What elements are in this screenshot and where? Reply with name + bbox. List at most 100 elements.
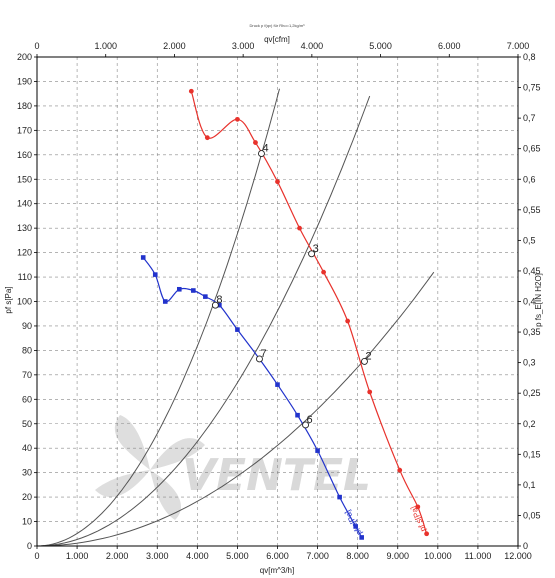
fan-logo-blade-3 bbox=[150, 470, 181, 520]
x-tick-label-11: 11.000 bbox=[464, 551, 491, 561]
y-tick-label-10: 100 bbox=[17, 297, 32, 307]
operating-point-labels: 2 3 4 6 7 8 bbox=[211, 143, 372, 429]
operating-point-marker-4 bbox=[256, 355, 263, 363]
y-tick-label-12: 120 bbox=[17, 248, 32, 258]
system-curve-3 bbox=[36, 271, 435, 547]
operating-point-label-2: 4 bbox=[262, 143, 268, 155]
operating-point-label-0: 2 bbox=[365, 350, 371, 362]
series-2-point-6 bbox=[217, 302, 222, 308]
operating-point-marker-2 bbox=[258, 150, 265, 158]
top-tick-label-1: 1.000 bbox=[94, 41, 117, 51]
series-2-point-3 bbox=[176, 286, 182, 292]
right-tick-label-4: 0,2 bbox=[523, 419, 536, 429]
y-tick-label-0: 0 bbox=[27, 541, 32, 551]
right-axis-label: p fs_E[IN H2O] bbox=[534, 273, 543, 327]
y-tick-label-17: 170 bbox=[17, 125, 32, 135]
top-axis-ticks: 0 1.000 2.000 3.000 4.000 5.000 6.000 7.000 bbox=[34, 41, 529, 57]
x-tick-label-6: 6.000 bbox=[266, 551, 289, 561]
y-tick-label-2: 20 bbox=[22, 492, 32, 502]
chart-header-note: Druck p f(qv) für Rho=1,2kg/m³ bbox=[249, 23, 305, 28]
series-2-point-13 bbox=[353, 524, 358, 529]
x-tick-label-5: 5.000 bbox=[226, 551, 249, 561]
series-1-point-11 bbox=[424, 531, 430, 537]
series-1-point-9 bbox=[397, 467, 403, 473]
y-tick-label-4: 40 bbox=[22, 443, 32, 453]
series-2-point-1 bbox=[152, 272, 158, 277]
operating-point-label-5: 8 bbox=[216, 294, 222, 306]
y-tick-label-9: 90 bbox=[22, 321, 32, 331]
x-axis-label: qv[m^3/h] bbox=[260, 566, 294, 575]
x-axis-ticks: 0 1.000 2.000 3.000 4.000 5.000 6.000 7.000 8.00… bbox=[34, 546, 532, 561]
system-curve-2 bbox=[36, 95, 371, 547]
series-2-point-9 bbox=[275, 382, 280, 387]
operating-point-label-4: 7 bbox=[260, 348, 266, 360]
right-axis-ticks: 0 0,05 0,1 0,15 0,2 0,25 0,3 0,35 0,4 0,45 0,5 0,55… bbox=[518, 52, 541, 551]
right-tick-label-12: 0,6 bbox=[523, 174, 536, 184]
system-curves bbox=[36, 88, 435, 547]
y-axis-label: pf s[Pa] bbox=[4, 286, 13, 313]
x-tick-label-12: 12.000 bbox=[504, 551, 532, 561]
operating-point-marker-3 bbox=[302, 421, 310, 429]
right-tick-label-5: 0,25 bbox=[523, 388, 541, 398]
operating-point-marker-5 bbox=[211, 301, 219, 309]
series-2-point-0 bbox=[140, 255, 146, 260]
right-tick-label-16: 0,8 bbox=[523, 52, 536, 62]
right-tick-label-8: 0,4 bbox=[523, 297, 536, 307]
top-tick-label-0: 0 bbox=[34, 41, 39, 51]
top-tick-label-4: 4.000 bbox=[301, 41, 324, 51]
y-tick-label-16: 160 bbox=[17, 150, 32, 160]
right-tick-label-0: 0 bbox=[523, 541, 528, 551]
system-curve-1 bbox=[36, 88, 280, 547]
series-2-point-2 bbox=[162, 299, 168, 304]
right-tick-label-13: 0,65 bbox=[523, 144, 541, 154]
fan-logo-blade-2 bbox=[150, 438, 205, 470]
operating-point-label-1: 3 bbox=[313, 243, 319, 255]
series-1-point-0 bbox=[188, 88, 194, 94]
y-tick-label-19: 190 bbox=[17, 76, 32, 86]
right-tick-label-7: 0,35 bbox=[523, 327, 541, 337]
series-2-point-10 bbox=[295, 412, 300, 418]
x-tick-label-4: 4.000 bbox=[186, 551, 209, 561]
x-tick-label-9: 9.000 bbox=[386, 551, 409, 561]
y-tick-label-18: 180 bbox=[17, 101, 32, 111]
x-tick-label-3: 3.000 bbox=[146, 551, 169, 561]
right-tick-label-9: 0,45 bbox=[523, 266, 541, 276]
ventel-watermark: VENTEL bbox=[95, 415, 371, 520]
series-2-point-4 bbox=[191, 288, 196, 293]
y-tick-label-7: 70 bbox=[22, 370, 32, 380]
y-tick-label-5: 50 bbox=[22, 419, 32, 429]
series-2-point-5 bbox=[203, 294, 208, 299]
series-1-point-2 bbox=[235, 116, 240, 122]
right-tick-label-1: 0,05 bbox=[523, 510, 541, 520]
y-axis-ticks: 0 10 20 30 40 50 60 70 80 90 100 110 120 130 140 150 160… bbox=[17, 52, 37, 551]
y-tick-label-20: 200 bbox=[17, 52, 32, 62]
right-tick-label-14: 0,7 bbox=[523, 113, 536, 123]
y-tick-label-1: 10 bbox=[22, 517, 32, 527]
y-tick-label-8: 80 bbox=[22, 345, 32, 355]
series-1-point-4 bbox=[275, 179, 280, 185]
x-tick-label-7: 7.000 bbox=[306, 551, 329, 561]
operating-point-label-3: 6 bbox=[307, 414, 313, 426]
series-1-point-5 bbox=[297, 225, 302, 231]
y-tick-label-3: 30 bbox=[22, 468, 32, 478]
right-tick-label-3: 0,15 bbox=[523, 449, 541, 459]
x-tick-label-1: 1.000 bbox=[66, 551, 89, 561]
x-tick-label-0: 0 bbox=[34, 551, 39, 561]
x-tick-label-2: 2.000 bbox=[106, 551, 129, 561]
y-tick-label-15: 150 bbox=[17, 174, 32, 184]
top-tick-label-3: 3.000 bbox=[232, 41, 255, 51]
top-tick-label-2: 2.000 bbox=[163, 41, 186, 51]
x-tick-label-8: 8.000 bbox=[346, 551, 369, 561]
y-tick-label-13: 130 bbox=[17, 223, 32, 233]
right-tick-label-15: 0,75 bbox=[523, 83, 541, 93]
series-2-point-11 bbox=[315, 448, 320, 453]
right-tick-label-6: 0,3 bbox=[523, 358, 536, 368]
right-tick-label-2: 0,1 bbox=[523, 480, 536, 490]
series-1-point-8 bbox=[367, 389, 373, 395]
fan-logo-blade-1 bbox=[114, 415, 150, 470]
y-tick-label-14: 140 bbox=[17, 199, 32, 209]
y-tick-label-6: 60 bbox=[22, 394, 32, 404]
series-1-point-6 bbox=[321, 269, 326, 275]
operating-point-marker-0 bbox=[361, 357, 368, 365]
